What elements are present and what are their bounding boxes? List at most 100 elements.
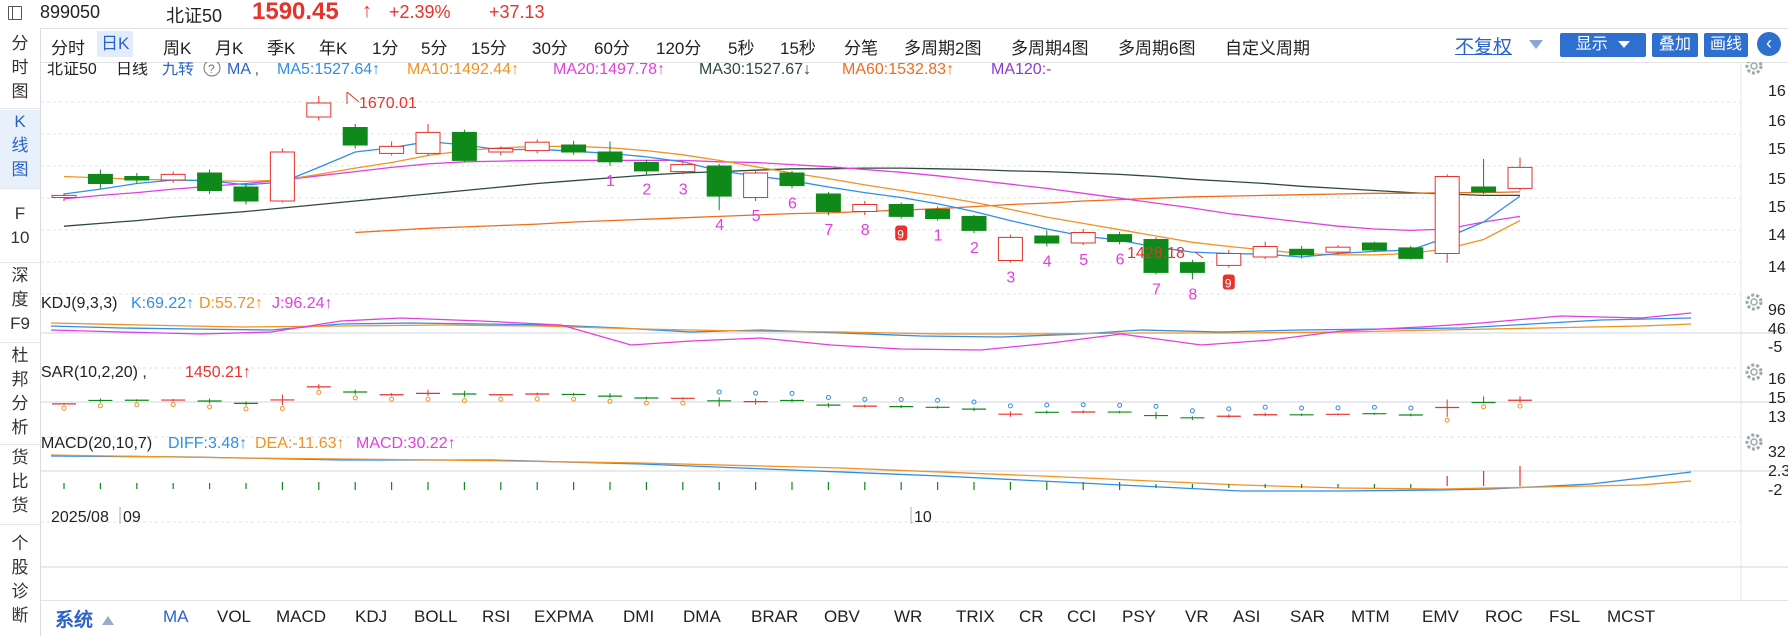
candle-down [561, 144, 587, 153]
sar-dot [680, 400, 686, 406]
period-tab[interactable]: 季K [267, 39, 296, 58]
indicator-tab[interactable]: RSI [482, 607, 511, 626]
fuquan-dropdown[interactable]: 不复权 [1455, 37, 1513, 58]
window-icon[interactable] [8, 6, 22, 20]
candle-up [1507, 166, 1533, 189]
period-tab[interactable]: 15秒 [780, 39, 816, 58]
candle-down [1398, 247, 1424, 259]
period-tab[interactable]: 120分 [656, 39, 702, 58]
indicator-tab[interactable]: EXPMA [534, 607, 594, 626]
period-tab-active[interactable]: 日K [97, 31, 134, 57]
indicator-tab[interactable]: MTM [1351, 607, 1390, 626]
period-toolbar: 分时 日K 周K 月K 季K 年K 1分 5分 15分 30分 60分 120分… [41, 28, 1788, 63]
nine-turn-label: 5 [752, 208, 761, 225]
draw-line-button[interactable]: 画线 [1704, 33, 1748, 57]
nine-turn-label: 1 [606, 173, 615, 190]
kdj-axis: 46 [1768, 321, 1786, 338]
overlay-button[interactable]: 叠加 [1652, 33, 1698, 57]
gear-icon[interactable] [1745, 363, 1763, 381]
display-button[interactable]: 显示 [1560, 33, 1646, 57]
indicator-tab[interactable]: ROC [1485, 607, 1523, 626]
indicator-tab[interactable]: MACD [276, 607, 327, 626]
candle-up [743, 172, 769, 198]
indicator-tab[interactable]: WR [894, 607, 923, 626]
candle-down [1107, 234, 1133, 243]
candle-down [597, 151, 623, 163]
period-tab[interactable]: 多周期4图 [1011, 39, 1089, 58]
sar-dot [498, 396, 504, 402]
gear-icon[interactable] [1745, 62, 1763, 75]
date-label: 10 [914, 509, 932, 526]
period-tab[interactable]: 月K [215, 39, 244, 58]
system-menu[interactable]: 系统 [55, 605, 115, 632]
period-tab[interactable]: 5分 [421, 39, 448, 58]
indicator-tab[interactable]: FSL [1549, 607, 1581, 626]
candle-up [51, 194, 77, 198]
gear-icon[interactable] [1745, 293, 1763, 311]
sidebar-item-diagnosis[interactable]: 个股诊断 [11, 534, 29, 625]
nine-turn-label: 4 [1043, 254, 1052, 271]
indicator-tab[interactable]: SAR [1290, 607, 1325, 626]
quote-header: 899050 北证50 1590.45 ↑ +2.39% +37.13 [0, 0, 1788, 29]
kline-chart[interactable]: 北证50 日线 九转 ? MA , MA5:1527.64↑ MA10:1492… [41, 62, 1788, 600]
period-tab[interactable]: 多周期2图 [904, 39, 982, 58]
period-tab[interactable]: 分笔 [844, 39, 878, 58]
kdj-name: KDJ(9,3,3) [41, 295, 117, 312]
candle-down [1143, 239, 1169, 273]
sar-dot [316, 389, 322, 395]
nine-turn-label: 8 [1188, 286, 1197, 303]
chevron-down-icon[interactable] [1529, 40, 1543, 49]
ma5-value: MA5:1527.64↑ [277, 62, 380, 78]
macd-name: MACD(20,10,7) [41, 435, 152, 452]
indicator-tab[interactable]: BRAR [751, 607, 799, 626]
sidebar-item-f10[interactable]: F 10 [0, 202, 40, 263]
candle-down [1361, 242, 1387, 251]
period-tab[interactable]: 15分 [471, 39, 507, 58]
indicator-tab[interactable]: CCI [1067, 607, 1097, 626]
candle-down [1034, 235, 1060, 244]
period-tab[interactable]: 分时 [51, 39, 85, 58]
indicator-tab[interactable]: VR [1185, 607, 1209, 626]
sidebar-item-timeshare[interactable]: 分时图 [0, 32, 40, 109]
period-tab[interactable]: 60分 [594, 39, 630, 58]
indicator-tab[interactable]: MA [163, 607, 189, 626]
candle-up [1252, 246, 1278, 258]
indicator-tab[interactable]: KDJ [355, 607, 388, 626]
sar-dot [1481, 404, 1487, 410]
jiuzhuan-toggle[interactable]: 九转 [162, 62, 194, 78]
period-tab[interactable]: 5秒 [728, 39, 755, 58]
indicator-tab[interactable]: ASI [1233, 607, 1261, 626]
ma30-line [63, 167, 1520, 227]
sidebar-item-dupont[interactable]: 杜邦分析 [0, 344, 40, 445]
candle-up [379, 145, 405, 154]
period-tab[interactable]: 周K [163, 39, 192, 58]
period-tab[interactable]: 年K [319, 39, 348, 58]
indicator-tab[interactable]: VOL [217, 607, 252, 626]
candle-down [197, 172, 223, 191]
indicator-tab[interactable]: TRIX [956, 607, 995, 626]
axis-label: 14 [1768, 227, 1786, 244]
sidebar-item-compare[interactable]: 货比货 [0, 446, 40, 525]
indicator-tab[interactable]: PSY [1122, 607, 1157, 626]
help-icon[interactable] [203, 62, 221, 77]
period-tab[interactable]: 自定义周期 [1225, 39, 1310, 58]
gear-icon[interactable] [1745, 433, 1763, 451]
indicator-tab[interactable]: EMV [1422, 607, 1459, 626]
indicator-tabbar: 系统 MA VOL MACD KDJ BOLL RSI EXPMA DMI DM… [41, 600, 1788, 637]
collapse-icon[interactable]: ‹ [1757, 32, 1781, 56]
sidebar-item-depth-f9[interactable]: 深度 F9 [0, 264, 40, 343]
indicator-tab[interactable]: DMI [623, 607, 655, 626]
ma30-value: MA30:1527.67↓ [699, 62, 811, 78]
period-tab[interactable]: 30分 [532, 39, 568, 58]
indicator-tab[interactable]: DMA [683, 607, 721, 626]
nine-turn-label: 9 [1225, 277, 1232, 291]
indicator-tab[interactable]: CR [1019, 607, 1044, 626]
indicator-tab[interactable]: BOLL [414, 607, 458, 626]
period-tab[interactable]: 多周期6图 [1118, 39, 1196, 58]
date-label: 09 [123, 509, 141, 526]
indicator-tab[interactable]: MCST [1607, 607, 1656, 626]
period-tab[interactable]: 1分 [372, 39, 399, 58]
high-marker-line [346, 91, 360, 103]
indicator-tab[interactable]: OBV [824, 607, 860, 626]
